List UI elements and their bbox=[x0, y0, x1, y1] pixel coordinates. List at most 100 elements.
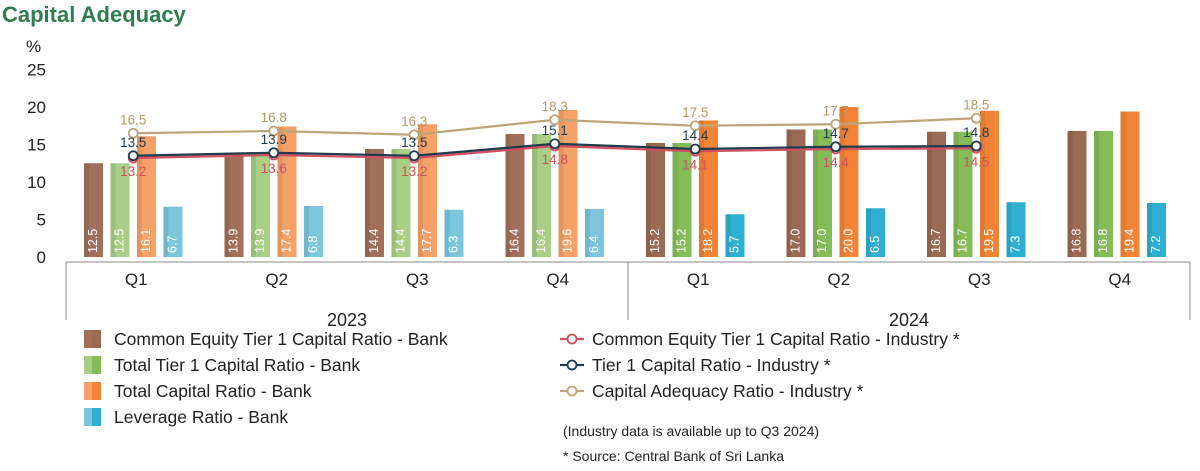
source-note: * Source: Central Bank of Sri Lanka bbox=[563, 448, 784, 464]
line-point bbox=[408, 150, 420, 162]
bar-shade bbox=[1120, 111, 1126, 257]
bar-shade bbox=[585, 209, 590, 257]
bar-value-label: 14.4 bbox=[393, 229, 407, 253]
quarter-label: Q2 bbox=[827, 270, 850, 289]
bar bbox=[304, 206, 323, 257]
bar-value-label: 16.4 bbox=[507, 229, 521, 253]
line-point bbox=[127, 150, 139, 162]
bar-shade bbox=[558, 110, 564, 257]
bar bbox=[646, 143, 665, 257]
y-axis-unit-label: % bbox=[26, 37, 41, 56]
bar-value-label: 19.4 bbox=[1122, 229, 1136, 253]
line-value-label: 18.5 bbox=[963, 97, 989, 112]
bar-value-label: 17.0 bbox=[815, 229, 829, 253]
bar bbox=[365, 149, 384, 257]
bar-shade bbox=[251, 152, 256, 257]
y-tick-label: 25 bbox=[27, 61, 46, 80]
bar-value-label: 15.2 bbox=[648, 229, 662, 253]
line-value-label: 13.5 bbox=[120, 135, 146, 150]
bar-value-label: 18.2 bbox=[701, 229, 715, 253]
bar-shade bbox=[953, 131, 959, 257]
line-value-label: 16.8 bbox=[261, 110, 287, 125]
bar bbox=[725, 214, 745, 257]
line-point bbox=[689, 143, 701, 155]
line-point bbox=[127, 127, 139, 139]
line-value-label: 16.5 bbox=[120, 112, 146, 127]
bar-value-label: 12.5 bbox=[112, 229, 126, 253]
bar bbox=[1067, 131, 1087, 257]
bar-shade bbox=[84, 163, 89, 257]
bar-value-label: 16.8 bbox=[1069, 229, 1083, 253]
line-value-label: 14.1 bbox=[682, 157, 708, 172]
bar-value-label: 16.7 bbox=[955, 229, 969, 253]
bar-value-label: 6.8 bbox=[306, 236, 320, 253]
line-value-label: 13.9 bbox=[261, 132, 287, 147]
bar-shade bbox=[1147, 203, 1152, 257]
bar-shade bbox=[137, 136, 142, 257]
bar-value-label: 13.9 bbox=[226, 229, 240, 253]
bar-value-label: 5.7 bbox=[727, 236, 741, 253]
bar-value-label: 16.4 bbox=[534, 229, 548, 253]
line-point bbox=[970, 140, 982, 152]
year-label: 2024 bbox=[889, 310, 929, 330]
line-value-label: 14.5 bbox=[963, 154, 989, 169]
quarter-label: Q3 bbox=[968, 270, 991, 289]
legend-swatch-2 bbox=[92, 382, 101, 400]
bar-shade bbox=[980, 110, 985, 257]
bar-shade bbox=[224, 152, 230, 257]
bar-shade bbox=[163, 206, 169, 257]
bar bbox=[224, 152, 244, 257]
bar bbox=[866, 208, 885, 257]
bar-shade bbox=[866, 208, 871, 257]
bar-value-label: 19.5 bbox=[982, 229, 996, 253]
line-value-label: 13.2 bbox=[120, 164, 146, 179]
line-value-label: 13.2 bbox=[401, 164, 427, 179]
legend-label: Common Equity Tier 1 Capital Ratio - Ban… bbox=[114, 329, 448, 349]
bar-shade bbox=[277, 126, 283, 257]
bar-value-label: 16.1 bbox=[139, 229, 153, 253]
line-value-label: 15.1 bbox=[542, 123, 568, 138]
bar-value-label: 15.2 bbox=[674, 229, 688, 253]
bar-shade bbox=[786, 129, 792, 257]
bar-shade bbox=[1094, 131, 1099, 257]
bar-value-label: 13.9 bbox=[253, 229, 267, 253]
bar-shade bbox=[418, 124, 423, 257]
quarter-label: Q2 bbox=[265, 270, 288, 289]
bar bbox=[84, 163, 103, 257]
bar bbox=[1094, 131, 1113, 257]
bar-shade bbox=[672, 143, 678, 257]
bar-shade bbox=[839, 107, 845, 257]
bar-value-label: 12.5 bbox=[86, 229, 100, 253]
line-value-label: 14.8 bbox=[542, 152, 568, 167]
bar bbox=[505, 134, 525, 257]
bar-shade bbox=[1067, 131, 1073, 257]
line-point bbox=[830, 118, 842, 130]
line-value-label: 14.4 bbox=[823, 155, 850, 170]
line-value-label: 13.5 bbox=[401, 135, 427, 150]
line-point bbox=[970, 112, 982, 124]
y-tick-label: 5 bbox=[37, 211, 46, 230]
bar-value-label: 17.0 bbox=[788, 229, 802, 253]
bar bbox=[699, 120, 718, 257]
quarter-label: Q4 bbox=[546, 270, 569, 289]
line-value-label: 14.7 bbox=[823, 126, 849, 141]
legend-label: Tier 1 Capital Ratio - Industry * bbox=[592, 355, 831, 375]
legend-label: Capital Adequacy Ratio - Industry * bbox=[592, 381, 864, 401]
bar-value-label: 17.7 bbox=[420, 229, 434, 253]
bar bbox=[277, 126, 297, 257]
bar bbox=[110, 163, 130, 257]
bar bbox=[444, 209, 464, 257]
bar bbox=[1147, 203, 1166, 257]
bar-value-label: 7.3 bbox=[1008, 236, 1022, 253]
chart-title: Capital Adequacy bbox=[2, 2, 187, 27]
bar-value-label: 20.0 bbox=[841, 229, 855, 253]
y-tick-label: 15 bbox=[27, 136, 46, 155]
quarter-label: Q3 bbox=[406, 270, 429, 289]
bar-value-label: 6.5 bbox=[868, 236, 882, 253]
bar-value-label: 6.4 bbox=[587, 236, 601, 253]
bar-value-label: 19.6 bbox=[560, 229, 574, 253]
y-tick-label: 20 bbox=[27, 98, 46, 117]
bar bbox=[672, 143, 692, 257]
year-label: 2023 bbox=[327, 310, 367, 330]
line-point bbox=[830, 141, 842, 153]
